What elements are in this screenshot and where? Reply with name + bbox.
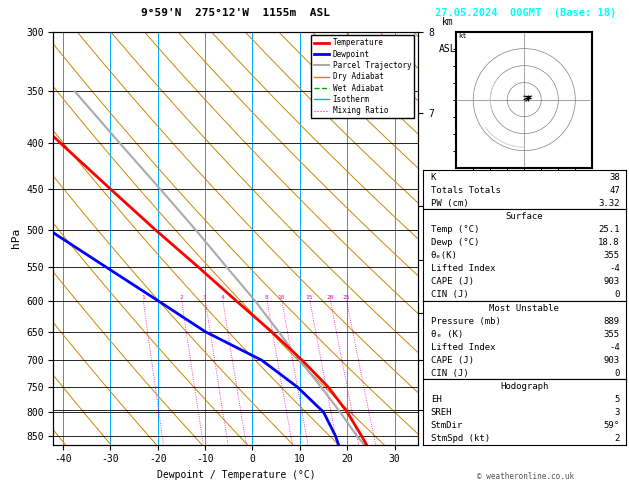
Text: -4: -4 [609, 264, 620, 273]
Text: 355: 355 [604, 251, 620, 260]
Text: -4: -4 [609, 343, 620, 352]
Text: 903: 903 [604, 278, 620, 286]
Text: CIN (J): CIN (J) [431, 369, 469, 378]
Text: 9°59'N  275°12'W  1155m  ASL: 9°59'N 275°12'W 1155m ASL [142, 8, 330, 18]
Text: K: K [431, 173, 436, 182]
Text: Temp (°C): Temp (°C) [431, 225, 479, 234]
Text: StmSpd (kt): StmSpd (kt) [431, 434, 490, 443]
Text: PW (cm): PW (cm) [431, 199, 469, 208]
Text: 8: 8 [265, 295, 269, 300]
Legend: Temperature, Dewpoint, Parcel Trajectory, Dry Adiabat, Wet Adiabat, Isotherm, Mi: Temperature, Dewpoint, Parcel Trajectory… [311, 35, 415, 118]
Text: kt: kt [458, 34, 467, 39]
Text: 2: 2 [615, 434, 620, 443]
Text: 20: 20 [326, 295, 333, 300]
Text: 47: 47 [609, 186, 620, 195]
Text: CAPE (J): CAPE (J) [431, 278, 474, 286]
Text: 59°: 59° [604, 421, 620, 430]
Text: 3: 3 [203, 295, 207, 300]
Text: 15: 15 [306, 295, 313, 300]
Text: =LCL: =LCL [423, 405, 441, 414]
Text: ASL: ASL [438, 44, 456, 54]
Text: EH: EH [431, 395, 442, 404]
Text: Pressure (mb): Pressure (mb) [431, 316, 501, 326]
Text: 2: 2 [179, 295, 183, 300]
Text: 4: 4 [220, 295, 224, 300]
Text: 10: 10 [277, 295, 285, 300]
Text: 903: 903 [604, 356, 620, 365]
Text: CIN (J): CIN (J) [431, 291, 469, 299]
Text: 27.05.2024  00GMT  (Base: 18): 27.05.2024 00GMT (Base: 18) [435, 8, 616, 18]
Text: 355: 355 [604, 330, 620, 339]
Text: 25: 25 [342, 295, 350, 300]
Text: 0: 0 [615, 291, 620, 299]
Text: km: km [442, 17, 454, 27]
Text: 5: 5 [615, 395, 620, 404]
Text: Most Unstable: Most Unstable [489, 304, 559, 312]
Text: Dewp (°C): Dewp (°C) [431, 238, 479, 247]
Text: StmDir: StmDir [431, 421, 463, 430]
Text: 889: 889 [604, 316, 620, 326]
Text: 25.1: 25.1 [598, 225, 620, 234]
Y-axis label: hPa: hPa [11, 228, 21, 248]
X-axis label: Dewpoint / Temperature (°C): Dewpoint / Temperature (°C) [157, 470, 315, 480]
Text: 0: 0 [615, 369, 620, 378]
Text: 38: 38 [609, 173, 620, 182]
Text: Lifted Index: Lifted Index [431, 264, 495, 273]
Text: θₑ(K): θₑ(K) [431, 251, 458, 260]
Y-axis label: Mixing Ratio (g/kg): Mixing Ratio (g/kg) [441, 182, 451, 294]
Text: SREH: SREH [431, 408, 452, 417]
Text: Totals Totals: Totals Totals [431, 186, 501, 195]
Text: 3.32: 3.32 [598, 199, 620, 208]
Text: © weatheronline.co.uk: © weatheronline.co.uk [477, 472, 574, 481]
Text: 3: 3 [615, 408, 620, 417]
Text: 18.8: 18.8 [598, 238, 620, 247]
Text: Hodograph: Hodograph [500, 382, 548, 391]
Text: CAPE (J): CAPE (J) [431, 356, 474, 365]
Text: θₑ (K): θₑ (K) [431, 330, 463, 339]
Text: Lifted Index: Lifted Index [431, 343, 495, 352]
Text: 1: 1 [141, 295, 145, 300]
Text: Surface: Surface [506, 212, 543, 221]
